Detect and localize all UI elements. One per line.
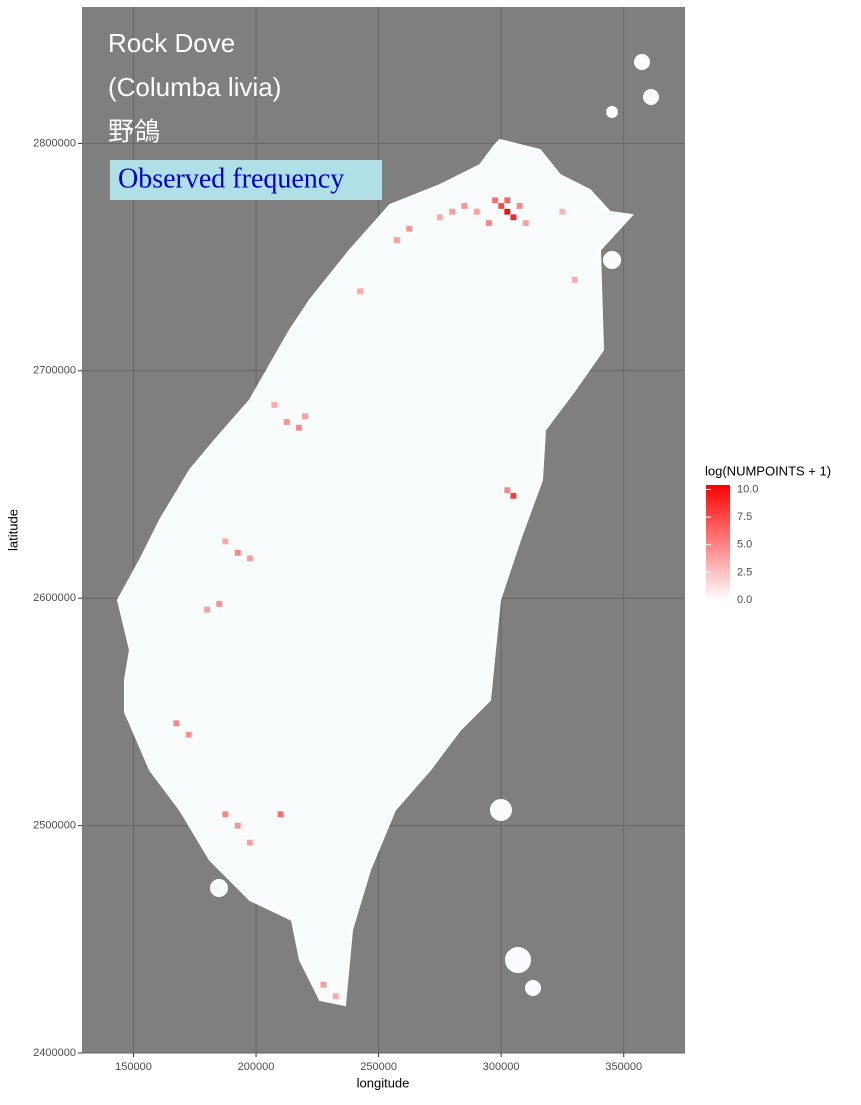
tile (510, 492, 517, 500)
tile (393, 236, 401, 244)
tile (222, 811, 229, 818)
tile (461, 202, 468, 210)
subtitle: (Columba livia) (108, 72, 281, 102)
x-tick-label: 200000 (238, 1061, 275, 1073)
tile (222, 538, 229, 545)
tile (271, 401, 278, 409)
tile (504, 208, 511, 215)
x-tick-label: 250000 (360, 1061, 397, 1073)
tile (301, 413, 309, 420)
x-tick-label: 300000 (483, 1061, 520, 1073)
y-tick-label: 2700000 (33, 365, 76, 377)
y-axis-label: latitude (5, 509, 20, 551)
tile (473, 208, 480, 215)
tile (406, 225, 413, 232)
tile (571, 276, 578, 284)
tile (173, 720, 180, 727)
tile (504, 197, 511, 204)
tile (185, 731, 192, 738)
legend-title: log(NUMPOINTS + 1) (705, 463, 831, 478)
tile (246, 555, 254, 562)
title: Rock Dove (108, 28, 235, 58)
legend-colorbar (706, 485, 730, 600)
tile (295, 424, 303, 431)
tile (216, 600, 223, 608)
local-name: 野鴿 (108, 118, 160, 148)
y-tick-label: 2800000 (33, 137, 76, 149)
tile (448, 208, 456, 215)
x-tick-label: 150000 (115, 1061, 152, 1073)
tile (234, 549, 241, 556)
tile (559, 208, 566, 215)
y-tick-label: 2500000 (33, 820, 76, 832)
tile (246, 839, 254, 846)
x-axis-label: longitude (357, 1075, 410, 1090)
tile (320, 981, 327, 988)
legend-tick-label: 10.0 (737, 483, 758, 495)
tile (522, 219, 529, 227)
x-tick-label: 350000 (605, 1061, 642, 1073)
annotation-box (110, 160, 382, 200)
tile (498, 202, 505, 210)
tile (491, 197, 499, 204)
tile (283, 418, 290, 426)
tile (234, 822, 241, 829)
legend-tick-label: 5.0 (737, 539, 752, 551)
tile (203, 606, 211, 613)
y-tick-label: 2400000 (33, 1047, 76, 1059)
y-tick-label: 2600000 (33, 592, 76, 604)
island (116, 54, 659, 1007)
tile (277, 811, 284, 818)
tile (485, 219, 493, 227)
legend-tick-label: 7.5 (737, 511, 752, 523)
tile (436, 214, 444, 221)
tile (504, 487, 511, 494)
tile (357, 288, 364, 295)
legend-tick-label: 0.0 (737, 594, 752, 606)
tile (510, 214, 517, 221)
tile (332, 993, 339, 1000)
tile (516, 202, 523, 210)
legend-tick-label: 2.5 (737, 566, 752, 578)
annotation: Observed frequency (118, 163, 344, 194)
